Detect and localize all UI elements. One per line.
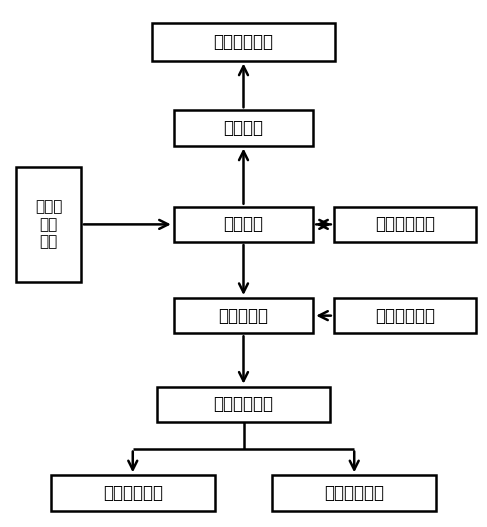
Text: 远程监护终端: 远程监护终端 [213,33,274,51]
Bar [334,207,476,242]
Bar [174,110,313,145]
Text: 控制模块: 控制模块 [224,216,263,233]
Text: 人机交互界面: 人机交互界面 [375,216,435,233]
Text: 气路转向开关: 气路转向开关 [213,395,274,413]
Bar [152,23,335,61]
Bar [16,167,81,282]
Bar [174,207,313,242]
Text: 氧气治疗接口: 氧气治疗接口 [103,484,163,502]
Text: 氧气输入端口: 氧气输入端口 [375,307,435,325]
Text: 多参数
监测
模块: 多参数 监测 模块 [35,200,62,249]
Text: 通讯模块: 通讯模块 [224,119,263,137]
Bar [334,298,476,334]
Bar [51,475,215,511]
Bar [174,298,313,334]
Text: 雾化治疗接口: 雾化治疗接口 [324,484,384,502]
Bar [157,387,330,422]
Bar [272,475,436,511]
Text: 电子流量阀: 电子流量阀 [219,307,268,325]
